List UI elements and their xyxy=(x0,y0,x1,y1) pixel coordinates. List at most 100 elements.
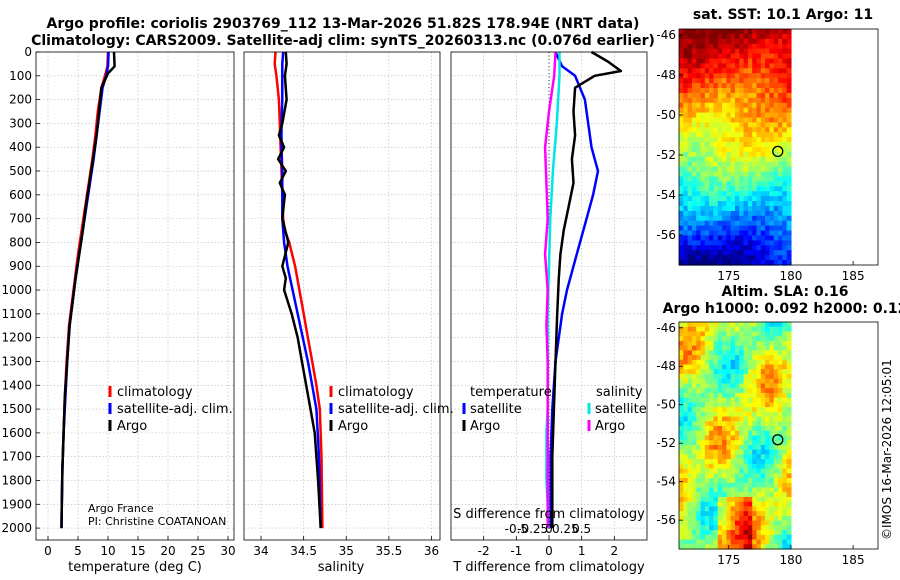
heatmap-cell xyxy=(756,240,762,246)
map-x-tick-label: 185 xyxy=(842,269,865,283)
heatmap-cell xyxy=(700,336,706,342)
heatmap-cell xyxy=(743,416,749,422)
heatmap-cell xyxy=(743,255,749,261)
temperature-axes-frame xyxy=(35,51,235,541)
heatmap-cell xyxy=(717,397,723,403)
heatmap-cell xyxy=(722,482,727,489)
heatmap-cell xyxy=(730,440,736,446)
heatmap-cell xyxy=(722,322,727,328)
heatmap-cell xyxy=(722,117,727,124)
heatmap-cell xyxy=(691,322,697,328)
heatmap-cell xyxy=(730,230,736,237)
heatmap-cell xyxy=(760,166,766,173)
heatmap-cell xyxy=(709,515,715,522)
heatmap-cell xyxy=(760,482,766,489)
heatmap-cell xyxy=(765,166,771,173)
heatmap-cell xyxy=(778,430,783,437)
heatmap-cell xyxy=(778,544,783,550)
heatmap-cell xyxy=(679,220,684,227)
heatmap-cell xyxy=(679,107,684,114)
heatmap-cell xyxy=(730,191,736,197)
heatmap-cell xyxy=(679,210,684,217)
x-tick-label: 0 xyxy=(44,544,52,558)
heatmap-cell xyxy=(734,430,740,437)
heatmap-cell xyxy=(760,350,766,356)
heatmap-cell xyxy=(773,322,779,328)
heatmap-cell xyxy=(709,48,715,55)
heatmap-cell xyxy=(704,230,710,237)
heatmap-cell xyxy=(722,220,727,227)
heatmap-cell xyxy=(760,151,766,158)
y-tick-label: 1700 xyxy=(1,450,32,464)
heatmap-cell xyxy=(679,43,684,50)
heatmap-cell xyxy=(769,176,775,183)
heatmap-cell xyxy=(734,142,740,148)
heatmap-cell xyxy=(743,520,749,526)
heatmap-cell xyxy=(773,255,779,261)
heatmap-cell xyxy=(696,407,702,413)
heatmap-cell xyxy=(769,416,775,422)
heatmap-cell xyxy=(687,68,693,74)
heatmap-cell xyxy=(782,240,788,246)
heatmap-cell xyxy=(756,534,762,541)
heatmap-cell xyxy=(722,468,727,474)
heatmap-cell xyxy=(769,92,775,99)
heatmap-cell xyxy=(743,501,749,508)
heatmap-cell xyxy=(679,459,684,465)
heatmap-cell xyxy=(679,137,684,143)
heatmap-cell xyxy=(730,107,736,114)
heatmap-cell xyxy=(683,220,689,227)
heatmap-cell xyxy=(713,487,719,493)
heatmap-cell xyxy=(782,29,788,35)
heatmap-cell xyxy=(773,215,779,222)
heatmap-cell xyxy=(760,345,766,351)
heatmap-cell xyxy=(696,48,702,55)
heatmap-cell xyxy=(739,525,745,531)
heatmap-cell xyxy=(782,378,788,385)
heatmap-cell xyxy=(734,206,740,212)
heatmap-cell xyxy=(760,176,766,183)
heatmap-cell xyxy=(752,383,758,389)
heatmap-cell xyxy=(756,166,762,173)
heatmap-cell xyxy=(704,520,710,526)
heatmap-cell xyxy=(765,340,771,347)
heatmap-cell xyxy=(691,137,697,143)
heatmap-cell xyxy=(713,235,719,242)
heatmap-cell xyxy=(722,137,727,143)
heatmap-cell xyxy=(778,225,783,232)
heatmap-cell xyxy=(778,416,783,422)
heatmap-cell xyxy=(696,435,702,441)
heatmap-cell xyxy=(760,449,766,456)
heatmap-cell xyxy=(760,92,766,99)
heatmap-cell xyxy=(679,520,684,526)
heatmap-cell xyxy=(743,496,749,503)
heatmap-cell xyxy=(730,501,736,508)
heatmap-cell xyxy=(773,142,779,148)
heatmap-cell xyxy=(786,515,792,522)
heatmap-cell xyxy=(765,210,771,217)
heatmap-cell xyxy=(760,478,766,484)
map-x-tick-label: 175 xyxy=(717,269,740,283)
heatmap-cell xyxy=(765,473,771,479)
heatmap-cell xyxy=(769,326,775,333)
heatmap-cell xyxy=(687,78,693,84)
heatmap-cell xyxy=(752,88,758,94)
heatmap-cell xyxy=(734,63,740,69)
heatmap-cell xyxy=(765,534,771,541)
heatmap-cell xyxy=(713,355,719,361)
heatmap-cell xyxy=(769,225,775,232)
heatmap-cell xyxy=(743,444,749,451)
heatmap-cell xyxy=(747,440,753,446)
heatmap-cell xyxy=(756,435,762,441)
heatmap-cell xyxy=(739,501,745,508)
y-tick-label: 0 xyxy=(24,45,32,59)
heatmap-cell xyxy=(704,127,710,133)
heatmap-cell xyxy=(691,340,697,347)
sla-map-panel: Altim. SLA: 0.16 Argo h1000: 0.092 h2000… xyxy=(656,284,900,567)
heatmap-cell xyxy=(743,78,749,84)
heatmap-cell xyxy=(778,132,783,138)
heatmap-cell xyxy=(769,245,775,251)
heatmap-cell xyxy=(687,33,693,40)
heatmap-cell xyxy=(704,240,710,246)
heatmap-cell xyxy=(773,186,779,192)
